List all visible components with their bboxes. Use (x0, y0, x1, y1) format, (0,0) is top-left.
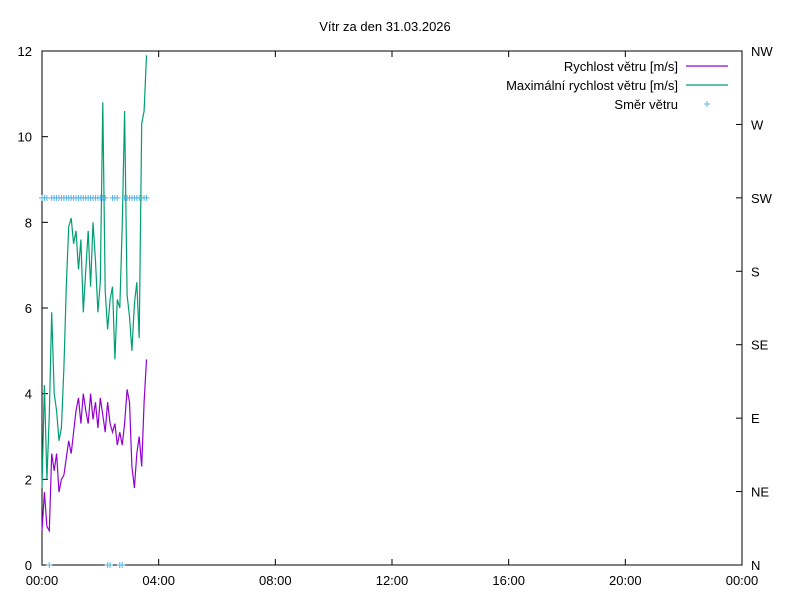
legend-label: Rychlost větru [m/s] (564, 59, 678, 74)
y-tick-label: 0 (25, 558, 32, 573)
series-line-speed (41, 359, 148, 533)
y2-tick-label: S (751, 264, 760, 279)
direction-point (46, 562, 53, 568)
x-tick-label: 16:00 (492, 573, 525, 588)
y-tick-label: 10 (18, 130, 32, 145)
y2-tick-label: NW (751, 44, 773, 59)
x-tick-label: 00:00 (726, 573, 759, 588)
y2-tick-label: N (751, 558, 760, 573)
y2-tick-label: W (751, 117, 764, 132)
x-tick-label: 00:00 (26, 573, 59, 588)
series-line-gust (41, 55, 148, 488)
legend: Rychlost větru [m/s] Maximální rychlost v… (506, 59, 728, 112)
y2-tick-label: SW (751, 191, 773, 206)
direction-point (114, 194, 121, 201)
chart-title: Vítr za den 31.03.2026 (319, 19, 451, 34)
x-tick-label: 08:00 (259, 573, 292, 588)
axes: 00:00 04:00 08:00 12:00 16:00 20:00 00:0002468… (18, 44, 774, 588)
y-tick-label: 8 (25, 215, 32, 230)
legend-label: Směr větru (614, 97, 678, 112)
series-layer (39, 55, 150, 568)
y2-tick-label: NE (751, 485, 769, 500)
legend-label: Maximální rychlost větru [m/s] (506, 78, 678, 93)
direction-point (102, 194, 109, 201)
plot-frame (41, 50, 743, 566)
direction-point (119, 562, 126, 568)
y2-tick-label: E (751, 411, 760, 426)
y-tick-label: 4 (25, 387, 32, 402)
direction-point (143, 194, 150, 201)
x-tick-label: 12:00 (376, 573, 409, 588)
direction-point (107, 562, 114, 568)
y-tick-label: 12 (18, 44, 32, 59)
y2-tick-label: SE (751, 338, 769, 353)
x-tick-label: 20:00 (609, 573, 642, 588)
y-tick-label: 2 (25, 472, 32, 487)
y-tick-label: 6 (25, 301, 32, 316)
x-tick-label: 04:00 (142, 573, 175, 588)
legend-swatch-points (704, 101, 710, 107)
